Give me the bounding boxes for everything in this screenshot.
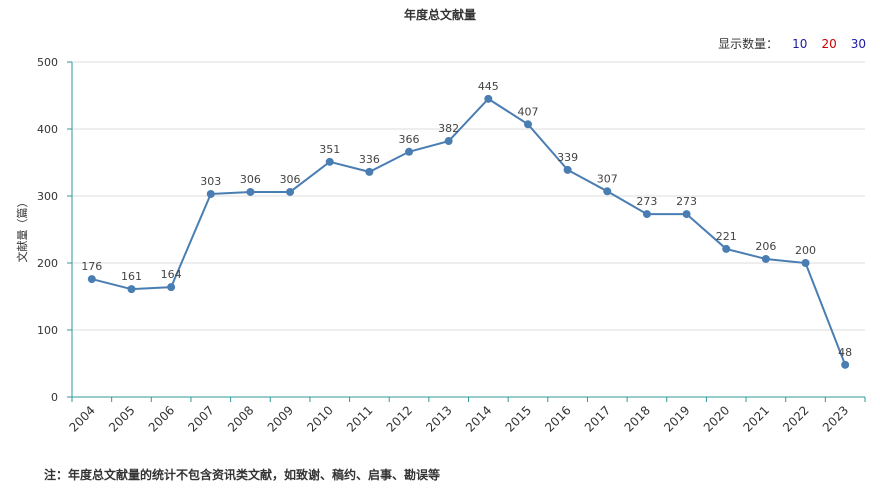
data-point	[127, 285, 136, 294]
data-point	[523, 120, 532, 129]
data-label: 382	[438, 122, 459, 135]
data-label: 445	[478, 80, 499, 93]
y-tick-label: 100	[37, 324, 58, 337]
data-point	[167, 283, 176, 292]
data-label: 306	[280, 173, 301, 186]
count-option-10[interactable]: 10	[792, 36, 808, 51]
x-tick-label: 2009	[265, 403, 296, 434]
x-tick-label: 2019	[661, 403, 692, 434]
x-tick-label: 2011	[344, 403, 375, 434]
x-tick-label: 2013	[423, 403, 454, 434]
data-label: 303	[200, 175, 221, 188]
data-label: 206	[755, 240, 776, 253]
data-point	[801, 259, 810, 267]
data-point	[206, 189, 215, 198]
data-label: 307	[597, 172, 618, 185]
data-point	[246, 187, 255, 196]
x-tick-label: 2022	[780, 403, 811, 434]
line-chart: 0 100 200 300 400 500 2004 2005 2006 2007 2008 2009…	[15, 56, 866, 435]
count-option-30[interactable]: 30	[850, 36, 866, 51]
y-axis-label: 文献量（篇）	[15, 197, 29, 263]
y-tick-label: 200	[37, 257, 58, 270]
x-tick-label: 2005	[106, 403, 137, 434]
chart-title: 年度总文献量	[403, 8, 476, 22]
data-point	[563, 165, 572, 174]
x-tick-label: 2014	[463, 403, 494, 434]
data-label: 336	[359, 153, 380, 166]
data-label: 221	[716, 230, 737, 243]
data-point	[325, 157, 334, 166]
data-point	[642, 210, 651, 219]
display-count-selector: 显示数量： 10 20 30	[718, 35, 866, 52]
x-tick-label: 2020	[701, 403, 732, 434]
data-point	[365, 167, 374, 176]
series-line	[91, 97, 847, 366]
x-tick-label: 2015	[503, 403, 534, 434]
data-label: 161	[121, 270, 142, 283]
x-tick-label: 2018	[622, 403, 653, 434]
data-point	[444, 137, 453, 146]
count-option-20[interactable]: 20	[821, 36, 837, 51]
data-point	[603, 187, 612, 196]
data-point	[841, 360, 850, 369]
y-tick-label: 0	[51, 391, 58, 404]
data-point	[286, 187, 295, 196]
data-label: 273	[636, 195, 657, 208]
x-tick-label: 2012	[384, 403, 415, 434]
data-point	[484, 94, 493, 103]
data-point	[405, 147, 414, 156]
x-tick-label: 2006	[146, 403, 177, 434]
data-label: 306	[240, 173, 261, 186]
x-tick-label: 2004	[66, 403, 97, 434]
x-tick-label: 2017	[582, 403, 613, 434]
y-tick-label: 500	[37, 56, 58, 69]
data-point	[87, 275, 96, 284]
data-point	[722, 244, 731, 253]
display-count-label: 显示数量：	[718, 37, 779, 51]
x-tick-label: 2016	[542, 403, 573, 434]
x-tick-label: 2008	[225, 403, 256, 434]
data-point	[682, 210, 691, 219]
x-tick-label: 2010	[304, 403, 335, 434]
data-label: 48	[838, 346, 852, 359]
footnote: 注：年度总文献量的统计不包含资讯类文献，如致谢、稿约、启事、勘误等	[44, 468, 441, 482]
x-tick-label: 2023	[820, 403, 851, 434]
data-label: 273	[676, 195, 697, 208]
x-tick-label: 2021	[740, 403, 771, 434]
data-label: 351	[319, 143, 340, 156]
y-tick-label: 300	[37, 190, 58, 203]
data-label: 164	[161, 268, 182, 281]
x-tick-label: 2007	[185, 403, 216, 434]
data-point	[761, 254, 770, 263]
y-tick-label: 400	[37, 123, 58, 136]
data-label: 407	[517, 105, 538, 118]
data-label: 176	[81, 260, 102, 273]
data-label: 200	[795, 244, 816, 257]
data-label: 366	[399, 133, 420, 146]
data-label: 339	[557, 151, 578, 164]
